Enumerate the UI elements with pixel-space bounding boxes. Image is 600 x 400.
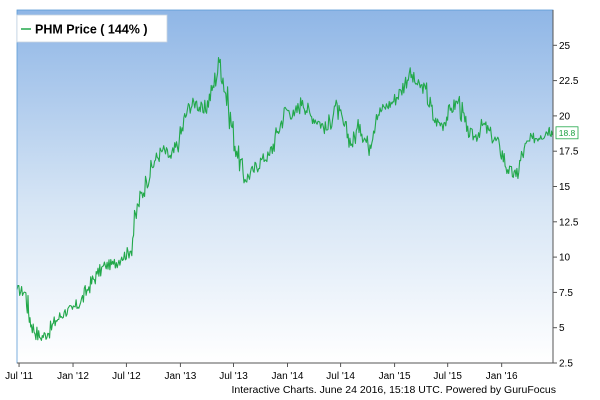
- x-tick-label: Jan '14: [272, 371, 304, 382]
- x-tick-label: Jul '14: [326, 371, 355, 382]
- y-tick-label: 12.5: [559, 217, 579, 228]
- axis-layer: 2.5 5 7.5 10 12.5 15 17.5 20 22.5 25 Jul '11 Jan '1…: [5, 9, 579, 382]
- y-tick-label: 25: [559, 41, 571, 52]
- last-value-badge: 18.8: [555, 126, 579, 140]
- series-line[interactable]: [16, 57, 554, 341]
- y-tick-label: 5: [559, 323, 565, 334]
- footer-credit[interactable]: Interactive Charts. June 24 2016, 15:18 …: [231, 384, 556, 396]
- y-tick-label: 17.5: [559, 147, 579, 158]
- legend[interactable]: PHM Price ( 144% ): [16, 14, 168, 43]
- last-value-badge-box: [555, 126, 579, 140]
- legend-label: PHM Price ( 144% ): [35, 23, 148, 37]
- plot-area[interactable]: [17, 10, 553, 363]
- x-tick-label: Jul '13: [219, 371, 248, 382]
- y-tick-label: 22.5: [559, 76, 579, 87]
- y-tick-label: 20: [559, 111, 571, 122]
- x-tick-label: Jan '12: [57, 371, 89, 382]
- last-value-badge-text: 18.8: [559, 128, 576, 138]
- x-tick-label: Jul '15: [433, 371, 462, 382]
- y-tick-label: 15: [559, 182, 571, 193]
- x-tick-label: Jan '15: [379, 371, 411, 382]
- legend-box: [16, 14, 168, 43]
- x-tick-label: Jan '16: [486, 371, 518, 382]
- y-tick-label: 2.5: [559, 359, 573, 370]
- y-tick-label: 10: [559, 253, 571, 264]
- x-tick-label: Jul '11: [5, 371, 33, 382]
- x-tick-label: Jan '13: [164, 371, 196, 382]
- x-tick-label: Jul '12: [112, 371, 141, 382]
- y-tick-label: 7.5: [559, 288, 573, 299]
- series-layer: [16, 57, 554, 341]
